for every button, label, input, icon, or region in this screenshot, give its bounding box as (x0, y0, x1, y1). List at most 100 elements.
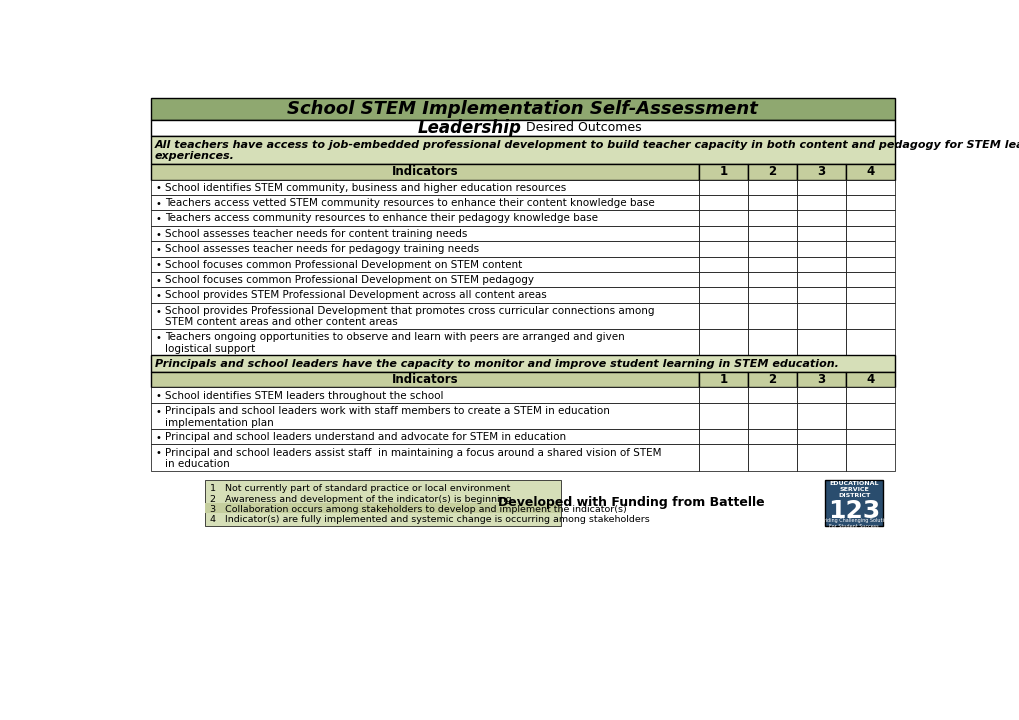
Bar (796, 287, 845, 303)
Bar (796, 241, 845, 256)
Text: School focuses common Professional Development on STEM pedagogy: School focuses common Professional Devel… (164, 275, 533, 285)
Bar (845, 164, 894, 179)
Bar (748, 444, 796, 471)
Text: Principal and school leaders understand and advocate for STEM in education: Principal and school leaders understand … (164, 432, 566, 442)
Text: 3: 3 (816, 373, 824, 386)
Bar (748, 403, 796, 429)
Bar (151, 137, 894, 164)
Text: 123: 123 (827, 499, 879, 523)
Bar (748, 372, 796, 387)
Text: School identifies STEM leaders throughout the school: School identifies STEM leaders throughou… (164, 390, 443, 400)
Text: Developed with Funding from Battelle: Developed with Funding from Battelle (497, 497, 764, 510)
Bar (796, 329, 845, 355)
Text: •: • (156, 245, 161, 255)
Bar (845, 387, 894, 403)
Text: Teachers access community resources to enhance their pedagogy knowledge base: Teachers access community resources to e… (164, 213, 597, 223)
Bar (748, 164, 796, 179)
Bar (748, 256, 796, 272)
Text: 3   Collaboration occurs among stakeholders to develop and implement the indicat: 3 Collaboration occurs among stakeholder… (210, 505, 626, 513)
Bar (151, 444, 699, 471)
Bar (845, 241, 894, 256)
Bar (151, 179, 699, 195)
Bar (796, 372, 845, 387)
Text: 4   Indicator(s) are fully implemented and systemic change is occurring among st: 4 Indicator(s) are fully implemented and… (210, 515, 649, 523)
Bar (699, 256, 748, 272)
Bar (151, 210, 699, 226)
Text: School provides STEM Professional Development across all content areas: School provides STEM Professional Develo… (164, 290, 546, 300)
Text: School provides Professional Development that promotes cross curricular connecti: School provides Professional Development… (164, 306, 653, 328)
Bar (845, 179, 894, 195)
Bar (151, 241, 699, 256)
Bar (699, 195, 748, 210)
Bar (845, 329, 894, 355)
Text: Indicators: Indicators (391, 373, 458, 386)
Bar (699, 444, 748, 471)
Bar (699, 387, 748, 403)
Bar (845, 210, 894, 226)
Text: 4: 4 (865, 166, 873, 179)
Bar (748, 329, 796, 355)
Text: •: • (156, 291, 161, 301)
Text: •: • (156, 230, 161, 240)
Bar (699, 403, 748, 429)
Text: Principals and school leaders have the capacity to monitor and improve student l: Principals and school leaders have the c… (155, 359, 838, 369)
Bar (796, 226, 845, 241)
Bar (151, 120, 894, 137)
Bar (151, 195, 699, 210)
Text: •: • (156, 184, 161, 194)
Bar (748, 195, 796, 210)
Bar (796, 272, 845, 287)
Text: School assesses teacher needs for content training needs: School assesses teacher needs for conten… (164, 229, 467, 239)
Bar (748, 303, 796, 329)
Bar (796, 179, 845, 195)
Text: Teachers access vetted STEM community resources to enhance their content knowled: Teachers access vetted STEM community re… (164, 198, 654, 208)
Text: •: • (156, 276, 161, 286)
Bar (151, 387, 699, 403)
Text: School assesses teacher needs for pedagogy training needs: School assesses teacher needs for pedago… (164, 244, 478, 254)
Bar (748, 179, 796, 195)
Text: 1: 1 (719, 373, 728, 386)
Bar (699, 287, 748, 303)
Bar (845, 429, 894, 444)
Bar (796, 429, 845, 444)
Bar (699, 164, 748, 179)
Bar (796, 403, 845, 429)
Bar (151, 303, 699, 329)
Text: EDUCATIONAL
SERVICE
DISTRICT: EDUCATIONAL SERVICE DISTRICT (828, 482, 878, 498)
Bar (151, 98, 894, 120)
Bar (151, 429, 699, 444)
Bar (205, 503, 560, 513)
Text: 2: 2 (768, 166, 776, 179)
Text: Principal and school leaders assist staff  in maintaining a focus around a share: Principal and school leaders assist staf… (164, 448, 660, 469)
Text: School STEM Implementation Self-Assessment: School STEM Implementation Self-Assessme… (287, 100, 757, 118)
Bar (796, 387, 845, 403)
Text: 3: 3 (816, 166, 824, 179)
Text: 2: 2 (768, 373, 776, 386)
Bar (748, 226, 796, 241)
Text: All teachers have access to job-embedded professional development to build teach: All teachers have access to job-embedded… (155, 140, 1019, 161)
Text: •: • (156, 391, 161, 401)
Bar (151, 355, 894, 372)
Text: •: • (156, 407, 161, 417)
Bar (845, 287, 894, 303)
Bar (796, 303, 845, 329)
Bar (699, 179, 748, 195)
Bar (151, 329, 699, 355)
Text: •: • (156, 199, 161, 209)
Bar (748, 241, 796, 256)
Text: •: • (156, 333, 161, 343)
Bar (151, 287, 699, 303)
Bar (205, 480, 560, 526)
Text: •: • (156, 307, 161, 317)
Bar (699, 241, 748, 256)
Bar (699, 372, 748, 387)
Text: 1   Not currently part of standard practice or local environment: 1 Not currently part of standard practic… (210, 485, 510, 493)
Bar (699, 272, 748, 287)
Bar (151, 164, 699, 179)
Bar (748, 429, 796, 444)
Bar (845, 372, 894, 387)
Bar (845, 444, 894, 471)
Text: Providing Challenging Solutions
For Student Success: Providing Challenging Solutions For Stud… (814, 518, 892, 529)
Bar (151, 226, 699, 241)
Text: •: • (156, 215, 161, 224)
